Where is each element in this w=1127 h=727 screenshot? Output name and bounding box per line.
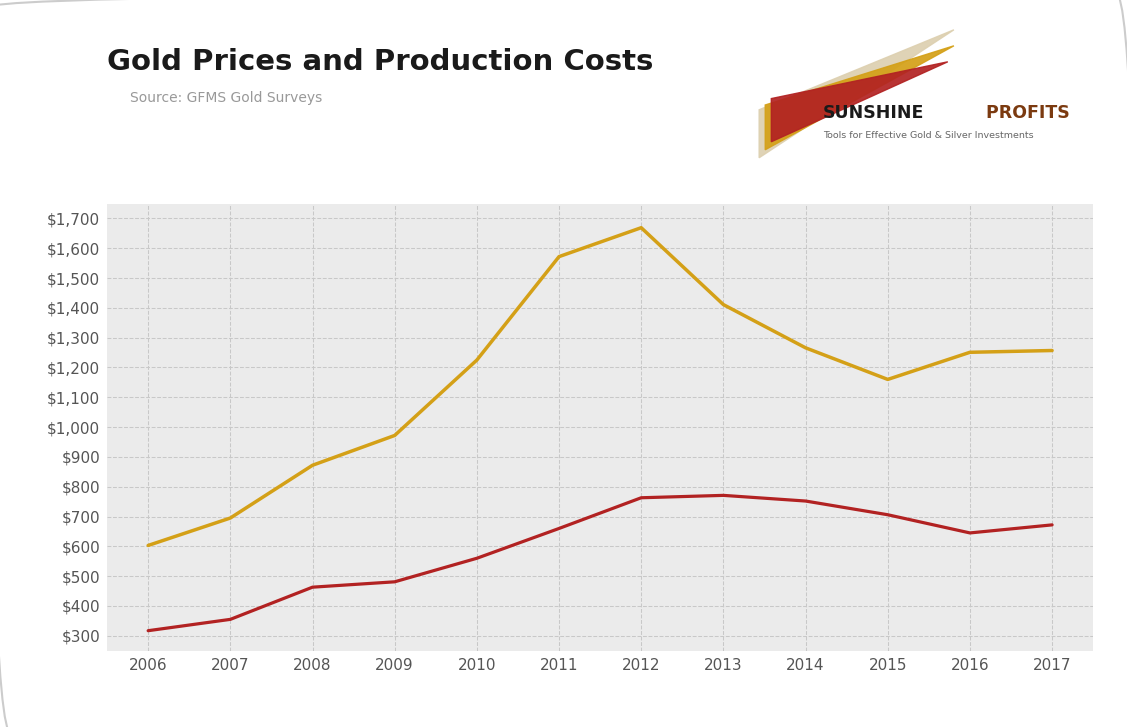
Text: Source: GFMS Gold Surveys: Source: GFMS Gold Surveys (130, 92, 322, 105)
Polygon shape (760, 30, 953, 158)
Text: PROFITS: PROFITS (980, 104, 1071, 122)
Polygon shape (771, 62, 948, 142)
Text: SUNSHINE: SUNSHINE (823, 104, 924, 122)
Polygon shape (765, 46, 953, 150)
Text: Tools for Effective Gold & Silver Investments: Tools for Effective Gold & Silver Invest… (823, 131, 1033, 140)
Text: Gold Prices and Production Costs: Gold Prices and Production Costs (107, 48, 654, 76)
